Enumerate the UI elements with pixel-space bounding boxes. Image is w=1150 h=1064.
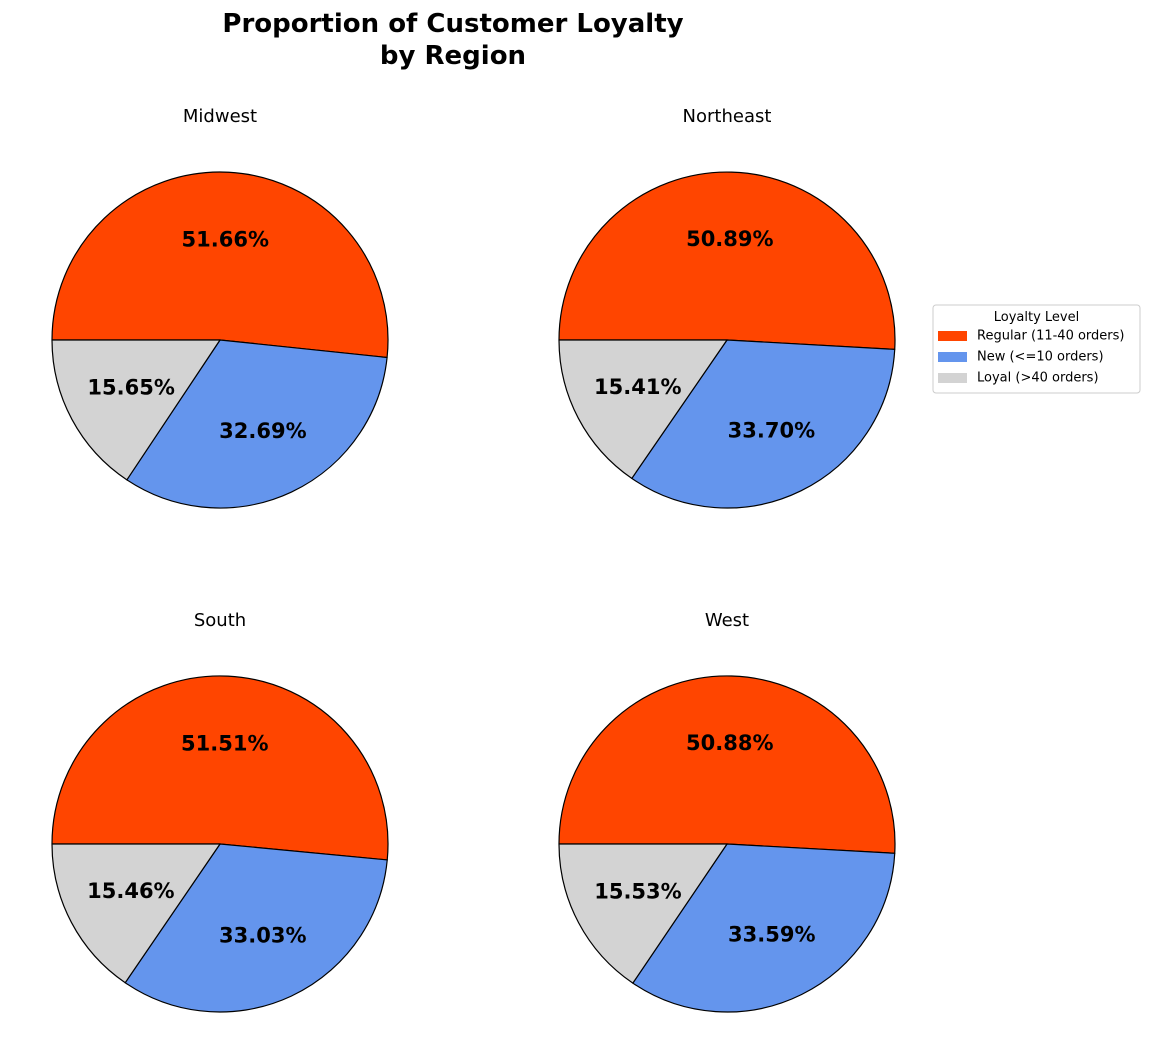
legend-label-new: New (<=10 orders) — [977, 350, 1104, 365]
pie-slice-midwest-new — [126, 339, 388, 509]
legend-frame — [932, 304, 1141, 394]
pie-slice-midwest-loyal — [51, 339, 221, 481]
pie-slice-west-new — [632, 843, 896, 1013]
slice-label-south-loyal: 15.46% — [87, 879, 174, 903]
pie-slice-northeast-loyal — [558, 339, 728, 480]
slice-label-midwest-regular: 51.66% — [182, 227, 269, 251]
slice-label-midwest-loyal: 15.65% — [87, 376, 174, 400]
slice-label-west-new: 33.59% — [728, 922, 815, 946]
slice-label-midwest-new: 32.69% — [219, 419, 306, 443]
chart-title: Proportion of Customer Loyalty by Region — [222, 9, 683, 71]
slice-label-south-new: 33.03% — [219, 923, 306, 947]
legend-swatch-loyal — [938, 373, 967, 383]
pie-slice-south-loyal — [51, 843, 221, 984]
pie-title-south: South — [194, 610, 246, 631]
pie-slice-northeast-new — [631, 339, 896, 509]
pie-title-northeast: Northeast — [683, 106, 772, 127]
legend-title: Loyalty Level — [994, 310, 1079, 325]
slice-label-northeast-new: 33.70% — [728, 418, 815, 442]
legend: Loyalty Level Regular (11-40 orders) New (… — [932, 304, 1141, 394]
legend-label-loyal: Loyal (>40 orders) — [977, 371, 1099, 386]
pie-grid: Midwest 51.66% 32.69% 15.65% Northeast 50.89%… — [51, 106, 896, 1013]
legend-swatch-regular — [938, 331, 967, 341]
pie-west: West 50.88% 33.59% 15.53% — [558, 610, 896, 1013]
pie-northeast: Northeast 50.89% 33.70% 15.41% — [558, 106, 896, 509]
slice-label-northeast-loyal: 15.41% — [594, 375, 681, 399]
pie-midwest: Midwest 51.66% 32.69% 15.65% — [51, 106, 389, 509]
slice-label-south-regular: 51.51% — [181, 731, 268, 755]
pie-slice-west-regular — [558, 675, 896, 854]
legend-swatch-new — [938, 352, 967, 362]
pie-slice-northeast-regular — [558, 171, 896, 350]
slice-label-west-loyal: 15.53% — [594, 879, 681, 903]
pie-slice-south-new — [124, 843, 388, 1013]
pie-title-west: West — [705, 610, 749, 631]
pie-south: South 51.51% 33.03% 15.46% — [51, 610, 389, 1013]
slice-label-northeast-regular: 50.89% — [686, 227, 773, 251]
pie-title-midwest: Midwest — [183, 106, 257, 127]
pie-slice-south-regular — [51, 675, 389, 861]
legend-label-regular: Regular (11-40 orders) — [977, 329, 1124, 344]
slice-label-west-regular: 50.88% — [686, 731, 773, 755]
pie-slice-west-loyal — [558, 843, 728, 984]
pie-slice-midwest-regular — [51, 171, 389, 359]
